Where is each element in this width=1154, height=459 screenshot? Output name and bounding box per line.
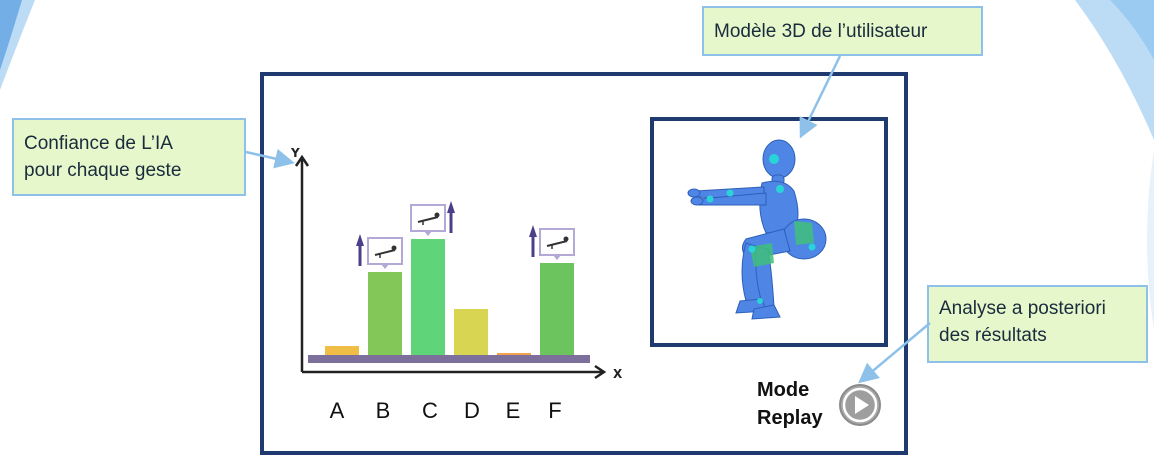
replay-line1: Mode (757, 379, 810, 401)
pushup-icon (367, 237, 403, 265)
category-label-f: F (548, 398, 562, 423)
model-3d-viewport[interactable] (650, 117, 888, 347)
category-label-e: E (505, 398, 521, 423)
pushup-icon (410, 204, 446, 232)
replay-mode-label: Mode Replay (757, 376, 823, 432)
bar-d (454, 309, 488, 355)
callout-3d-model-text: Modèle 3D de l’utilisateur (714, 21, 928, 42)
flag-f (539, 228, 575, 260)
callout-replay-line2: des résultats (939, 325, 1047, 346)
bar-a (325, 346, 359, 355)
callout-replay-line1: Analyse a posteriori (939, 298, 1106, 319)
callout-ia-confidence: Confiance de L’IA pour chaque geste (12, 118, 246, 196)
trend-up-icon (447, 201, 455, 233)
chart-baseline (308, 355, 590, 363)
callout-ia-line2: pour chaque geste (24, 160, 182, 181)
x-axis-label: X (613, 367, 623, 381)
chart-axes: Y X (290, 146, 623, 381)
user-3d-model (687, 139, 827, 320)
y-axis-label: Y (290, 146, 300, 160)
category-label-c: C (422, 398, 438, 423)
callout-3d-model: Modèle 3D de l’utilisateur (702, 6, 983, 56)
callout-ia-line1: Confiance de L’IA (24, 133, 173, 154)
category-label-a: A (329, 398, 345, 423)
flag-c (410, 204, 446, 236)
callout-replay-analysis: Analyse a posteriori des résultats (927, 285, 1148, 363)
flag-b (367, 237, 403, 269)
replay-line2: Replay (757, 407, 823, 429)
bar-f (540, 263, 574, 355)
category-label-b: B (375, 398, 391, 423)
plank-icon (539, 228, 575, 256)
bar-e (497, 353, 531, 355)
trend-up-icon (529, 225, 537, 257)
trend-up-icon (356, 234, 364, 266)
bar-b (368, 272, 402, 355)
category-label-d: D (464, 398, 480, 423)
play-icon[interactable] (838, 383, 882, 427)
bar-c (411, 239, 445, 355)
